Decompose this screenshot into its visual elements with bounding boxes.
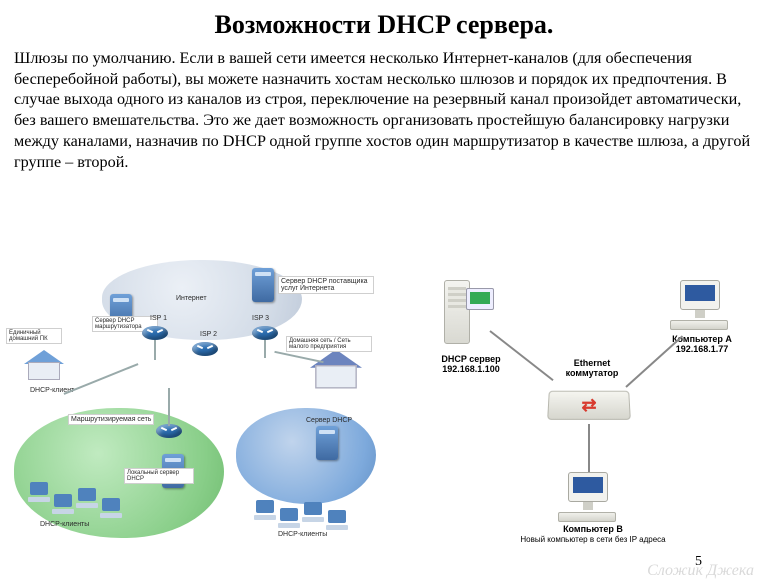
right-network-diagram: DHCP сервер 192.168.1.100 Компьютер A 19… <box>420 274 750 554</box>
connector-line <box>64 363 139 395</box>
watermark: Сложик Джека <box>647 562 754 580</box>
connector-line <box>264 340 266 358</box>
computer-a-icon <box>670 280 728 330</box>
computer-a-ip: 192.168.1.77 <box>676 344 729 354</box>
routed-router-icon <box>156 424 182 438</box>
computer-a-label: Компьютер A 192.168.1.77 <box>652 334 752 355</box>
dhcp-clients-label-1: DHCP-клиенты <box>38 520 91 529</box>
isp1-label: ISP 1 <box>148 314 169 323</box>
soho-dhcp-server-label: Сервер DHCP <box>304 416 354 425</box>
dhcp-server-label: DHCP сервер 192.168.1.100 <box>416 354 526 375</box>
provider-dhcp-server-icon <box>252 268 274 302</box>
ethernet-switch-label: Ethernet коммутатор <box>552 358 632 379</box>
blue-pc-icon <box>278 508 300 528</box>
routed-network-label: Маршрутизируемая сеть <box>68 414 154 425</box>
soho-home-icon <box>310 350 362 389</box>
dhcp-server-ip: 192.168.1.100 <box>442 364 500 374</box>
diagrams-area: Интернет Сервер DHCP поставщика услуг Ин… <box>0 258 768 568</box>
computer-b-name: Компьютер B <box>563 524 623 534</box>
soho-dhcp-server-icon <box>316 426 338 460</box>
ethernet-switch-icon: ⇄ <box>548 380 630 426</box>
switch-arrows-icon: ⇄ <box>568 394 610 416</box>
green-pc-icon <box>100 498 122 518</box>
connector-line <box>168 388 170 426</box>
green-pc-icon <box>28 482 50 502</box>
computer-b-label: Компьютер B Новый компьютер в сети без I… <box>518 524 668 545</box>
rd-connector-line <box>588 424 590 472</box>
left-network-diagram: Интернет Сервер DHCP поставщика услуг Ин… <box>6 258 396 558</box>
page-title: Возможности DHCP сервера. <box>0 10 768 40</box>
isp1-router-icon <box>142 326 168 340</box>
connector-line <box>154 340 156 360</box>
single-home-icon <box>24 350 64 380</box>
internet-label: Интернет <box>174 294 209 303</box>
isp3-router-icon <box>252 326 278 340</box>
dhcp-server-name: DHCP сервер <box>441 354 500 364</box>
green-pc-icon <box>52 494 74 514</box>
dhcp-clients-label-2: DHCP-клиенты <box>276 530 329 539</box>
blue-pc-icon <box>326 510 348 530</box>
blue-pc-icon <box>302 502 324 522</box>
provider-dhcp-server-label: Сервер DHCP поставщика услуг Интернета <box>278 276 374 294</box>
green-pc-icon <box>76 488 98 508</box>
local-dhcp-server-label: Локальный сервер DHCP <box>124 468 194 484</box>
computer-b-sub: Новый компьютер в сети без IP адреса <box>520 535 665 544</box>
ethernet-switch-name: Ethernet коммутатор <box>566 358 619 378</box>
isp3-label: ISP 3 <box>250 314 271 323</box>
dhcp-server-icon <box>438 274 494 350</box>
body-paragraph: Шлюзы по умолчанию. Если в вашей сети им… <box>0 48 768 172</box>
computer-b-icon <box>558 472 616 522</box>
isp2-label: ISP 2 <box>198 330 219 339</box>
isp2-router-icon <box>192 342 218 356</box>
blue-pc-icon <box>254 500 276 520</box>
soho-home-label: Домашняя сеть / Сеть малого предприятия <box>286 336 372 352</box>
single-home-label: Единичный домашний ПК <box>6 328 62 344</box>
